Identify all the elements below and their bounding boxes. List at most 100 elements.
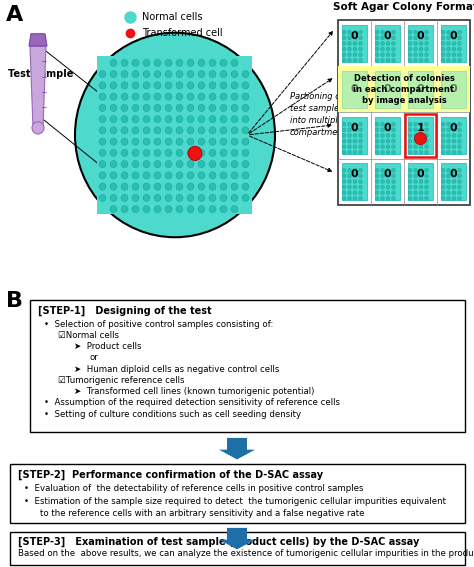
Circle shape	[413, 53, 418, 57]
Text: 0: 0	[417, 170, 424, 179]
Circle shape	[231, 138, 238, 145]
Circle shape	[342, 133, 346, 138]
Circle shape	[452, 185, 456, 189]
Circle shape	[408, 41, 412, 45]
Circle shape	[413, 174, 418, 178]
Circle shape	[143, 149, 150, 156]
Circle shape	[447, 191, 450, 195]
Circle shape	[441, 168, 445, 172]
Circle shape	[408, 196, 412, 201]
Polygon shape	[30, 46, 46, 128]
Bar	[375, 70, 400, 108]
Circle shape	[242, 116, 249, 122]
Text: Transformed cell: Transformed cell	[142, 28, 223, 38]
Circle shape	[165, 116, 172, 122]
Circle shape	[347, 53, 352, 57]
Circle shape	[457, 58, 462, 62]
Circle shape	[143, 138, 150, 145]
Circle shape	[358, 133, 363, 138]
Circle shape	[242, 70, 249, 78]
Circle shape	[452, 180, 456, 184]
Text: 0: 0	[383, 84, 392, 95]
Circle shape	[425, 139, 428, 143]
Circle shape	[347, 196, 352, 201]
Circle shape	[110, 194, 117, 201]
Circle shape	[165, 194, 172, 201]
Circle shape	[375, 53, 379, 57]
Circle shape	[110, 138, 117, 145]
Circle shape	[425, 36, 428, 40]
Text: 0: 0	[351, 170, 358, 179]
Circle shape	[408, 36, 412, 40]
Circle shape	[110, 160, 117, 168]
Circle shape	[375, 36, 379, 40]
Circle shape	[441, 180, 445, 184]
Circle shape	[347, 30, 352, 34]
Circle shape	[441, 174, 445, 178]
Circle shape	[457, 174, 462, 178]
Circle shape	[176, 93, 183, 100]
Circle shape	[381, 128, 384, 132]
Circle shape	[187, 172, 194, 179]
Bar	[408, 117, 433, 154]
Circle shape	[452, 196, 456, 201]
Bar	[342, 70, 367, 108]
Circle shape	[457, 145, 462, 149]
Circle shape	[231, 116, 238, 122]
Circle shape	[413, 185, 418, 189]
Text: ➤  Human diploid cells as negative control cells: ➤ Human diploid cells as negative contro…	[74, 365, 279, 374]
Circle shape	[121, 172, 128, 179]
Circle shape	[209, 194, 216, 201]
Circle shape	[381, 139, 384, 143]
Text: 0: 0	[450, 31, 457, 41]
Circle shape	[358, 47, 363, 51]
Circle shape	[441, 191, 445, 195]
Circle shape	[110, 206, 117, 213]
Text: to the reference cells with an arbitrary sensitivity and a false negative rate: to the reference cells with an arbitrary…	[40, 509, 365, 518]
Circle shape	[419, 36, 423, 40]
Circle shape	[198, 160, 205, 168]
Circle shape	[457, 185, 462, 189]
Circle shape	[375, 47, 379, 51]
Text: 0: 0	[450, 170, 457, 179]
Circle shape	[121, 206, 128, 213]
Text: 0: 0	[383, 124, 392, 133]
Circle shape	[342, 145, 346, 149]
Circle shape	[154, 93, 161, 100]
Circle shape	[99, 138, 106, 145]
Circle shape	[121, 183, 128, 190]
Circle shape	[198, 60, 205, 66]
Circle shape	[154, 70, 161, 78]
Circle shape	[452, 191, 456, 195]
Circle shape	[209, 82, 216, 89]
Circle shape	[187, 116, 194, 122]
Circle shape	[425, 122, 428, 126]
Circle shape	[176, 149, 183, 156]
Circle shape	[110, 183, 117, 190]
Circle shape	[231, 206, 238, 213]
Circle shape	[220, 160, 227, 168]
Circle shape	[143, 104, 150, 112]
Circle shape	[413, 139, 418, 143]
Circle shape	[413, 180, 418, 184]
Circle shape	[187, 183, 194, 190]
Circle shape	[198, 70, 205, 78]
Circle shape	[209, 93, 216, 100]
Circle shape	[447, 168, 450, 172]
Circle shape	[386, 41, 390, 45]
Circle shape	[220, 116, 227, 122]
Text: 1: 1	[417, 124, 424, 133]
Circle shape	[413, 36, 418, 40]
Circle shape	[381, 145, 384, 149]
Circle shape	[154, 149, 161, 156]
Circle shape	[408, 122, 412, 126]
Circle shape	[425, 53, 428, 57]
Circle shape	[353, 36, 357, 40]
Circle shape	[452, 139, 456, 143]
Circle shape	[198, 206, 205, 213]
Bar	[338, 20, 470, 205]
Circle shape	[425, 145, 428, 149]
Polygon shape	[219, 528, 255, 549]
Text: 0: 0	[383, 170, 392, 179]
Circle shape	[187, 70, 194, 78]
